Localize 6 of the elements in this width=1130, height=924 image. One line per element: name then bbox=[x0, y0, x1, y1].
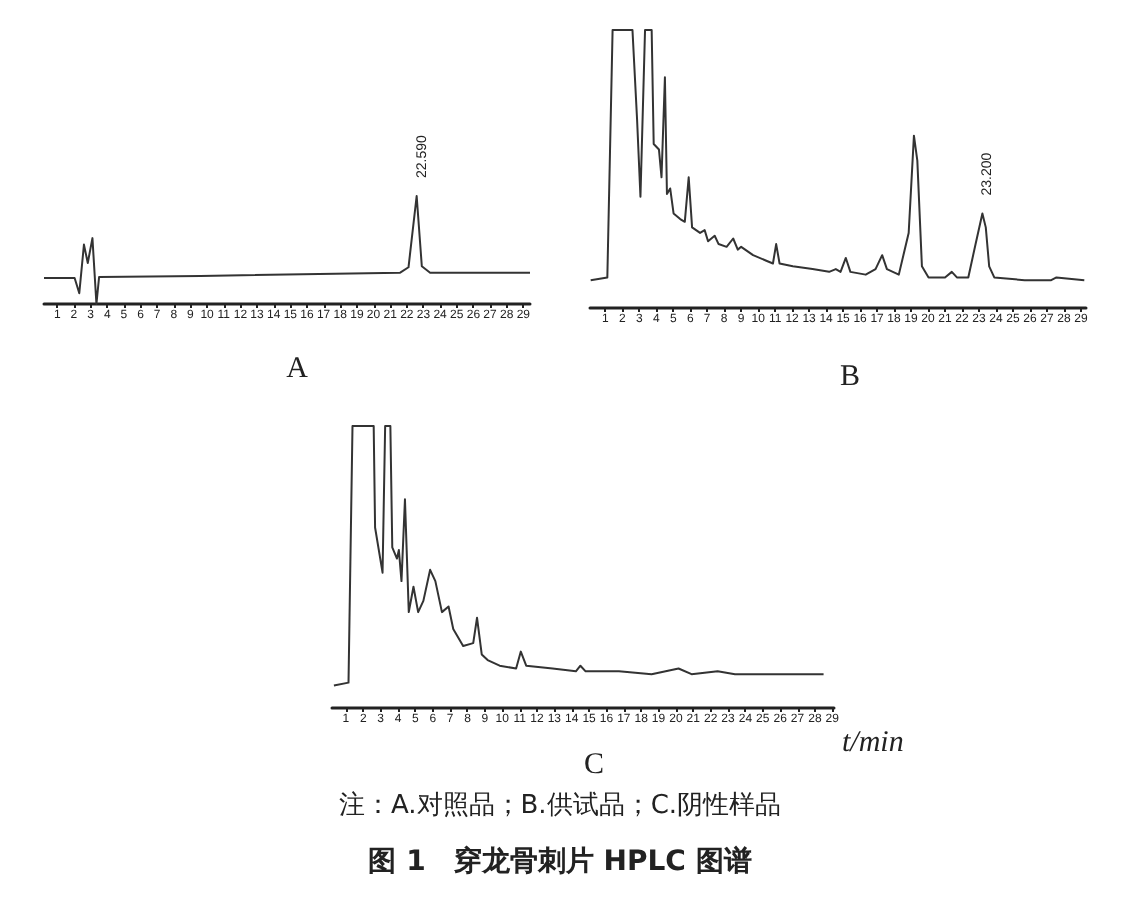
text: A bbox=[286, 353, 309, 385]
caption: 图 1 穿龙骨刺片 HPLC 图谱 bbox=[368, 844, 752, 878]
text: C bbox=[583, 749, 605, 781]
x-axis-title: t/min bbox=[842, 727, 904, 759]
text: B bbox=[839, 361, 861, 393]
text: 注：A.对照品；B.供试品；C.阴性样品 bbox=[338, 791, 782, 821]
